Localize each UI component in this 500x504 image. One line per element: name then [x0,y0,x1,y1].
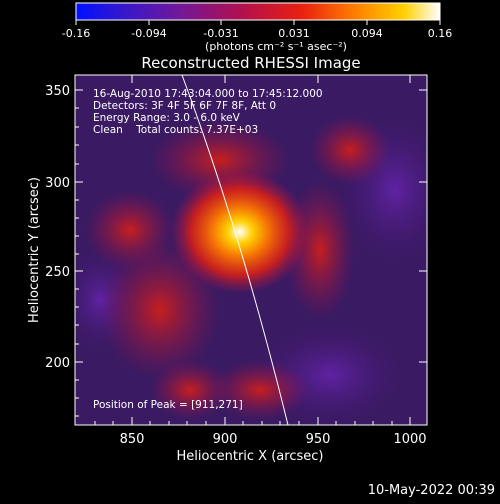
plot-frame [74,74,428,426]
solar-limb-line [181,75,289,425]
emission-region [310,115,390,185]
x-axis-ticks [94,75,411,425]
flare-source [170,170,310,294]
x-tick-label: 950 [306,432,331,447]
emission-region [210,360,310,420]
x-tick-label: 850 [120,432,145,447]
y-tick-label: 200 [45,356,70,371]
method-counts-info: Clean Total counts: 7.37E+03 [93,124,258,136]
x-tick-label: 1000 [393,432,426,447]
peak-position-label: Position of Peak = [911,271] [93,399,243,411]
x-axis-label: Heliocentric X (arcsec) [177,449,324,464]
plot-title: Reconstructed RHESSI Image [141,54,360,72]
x-tick-label: 900 [213,432,238,447]
energy-range-info: Energy Range: 3.0 - 6.0 keV [93,112,241,124]
colorbar-tick-label: -0.094 [131,27,166,40]
colorbar-gradient [75,2,441,21]
observation-info: 16-Aug-2010 17:43:04.000 to 17:45:12.000… [93,88,323,136]
colorbar: -0.16 -0.094 -0.031 0.031 0.094 0.16 (ph… [62,2,453,53]
y-tick-label: 250 [45,265,70,280]
colorbar-tick-label: -0.16 [62,27,90,40]
y-axis-ticks [75,89,427,417]
render-timestamp: 10-May-2022 00:39 [368,483,495,498]
colorbar-unit-label: (photons cm⁻² s⁻¹ asec⁻²) [205,40,347,53]
solar-image [75,75,427,425]
emission-region [150,360,230,420]
y-tick-label: 300 [45,176,70,191]
emission-region [85,190,175,270]
y-tick-label: 350 [45,84,70,99]
y-axis-label: Heliocentric Y (arcsec) [27,177,42,323]
colorbar-tick-label: 0.16 [428,27,453,40]
colorbar-tick-label: 0.031 [278,27,310,40]
colorbar-tick-label: 0.094 [351,27,383,40]
colorbar-tick-label: -0.031 [203,27,238,40]
detectors-info: Detectors: 3F 4F 5F 6F 7F 8F, Att 0 [93,100,276,112]
observation-time-range: 16-Aug-2010 17:43:04.000 to 17:45:12.000 [93,88,323,100]
colorbar-ticks [75,20,441,25]
